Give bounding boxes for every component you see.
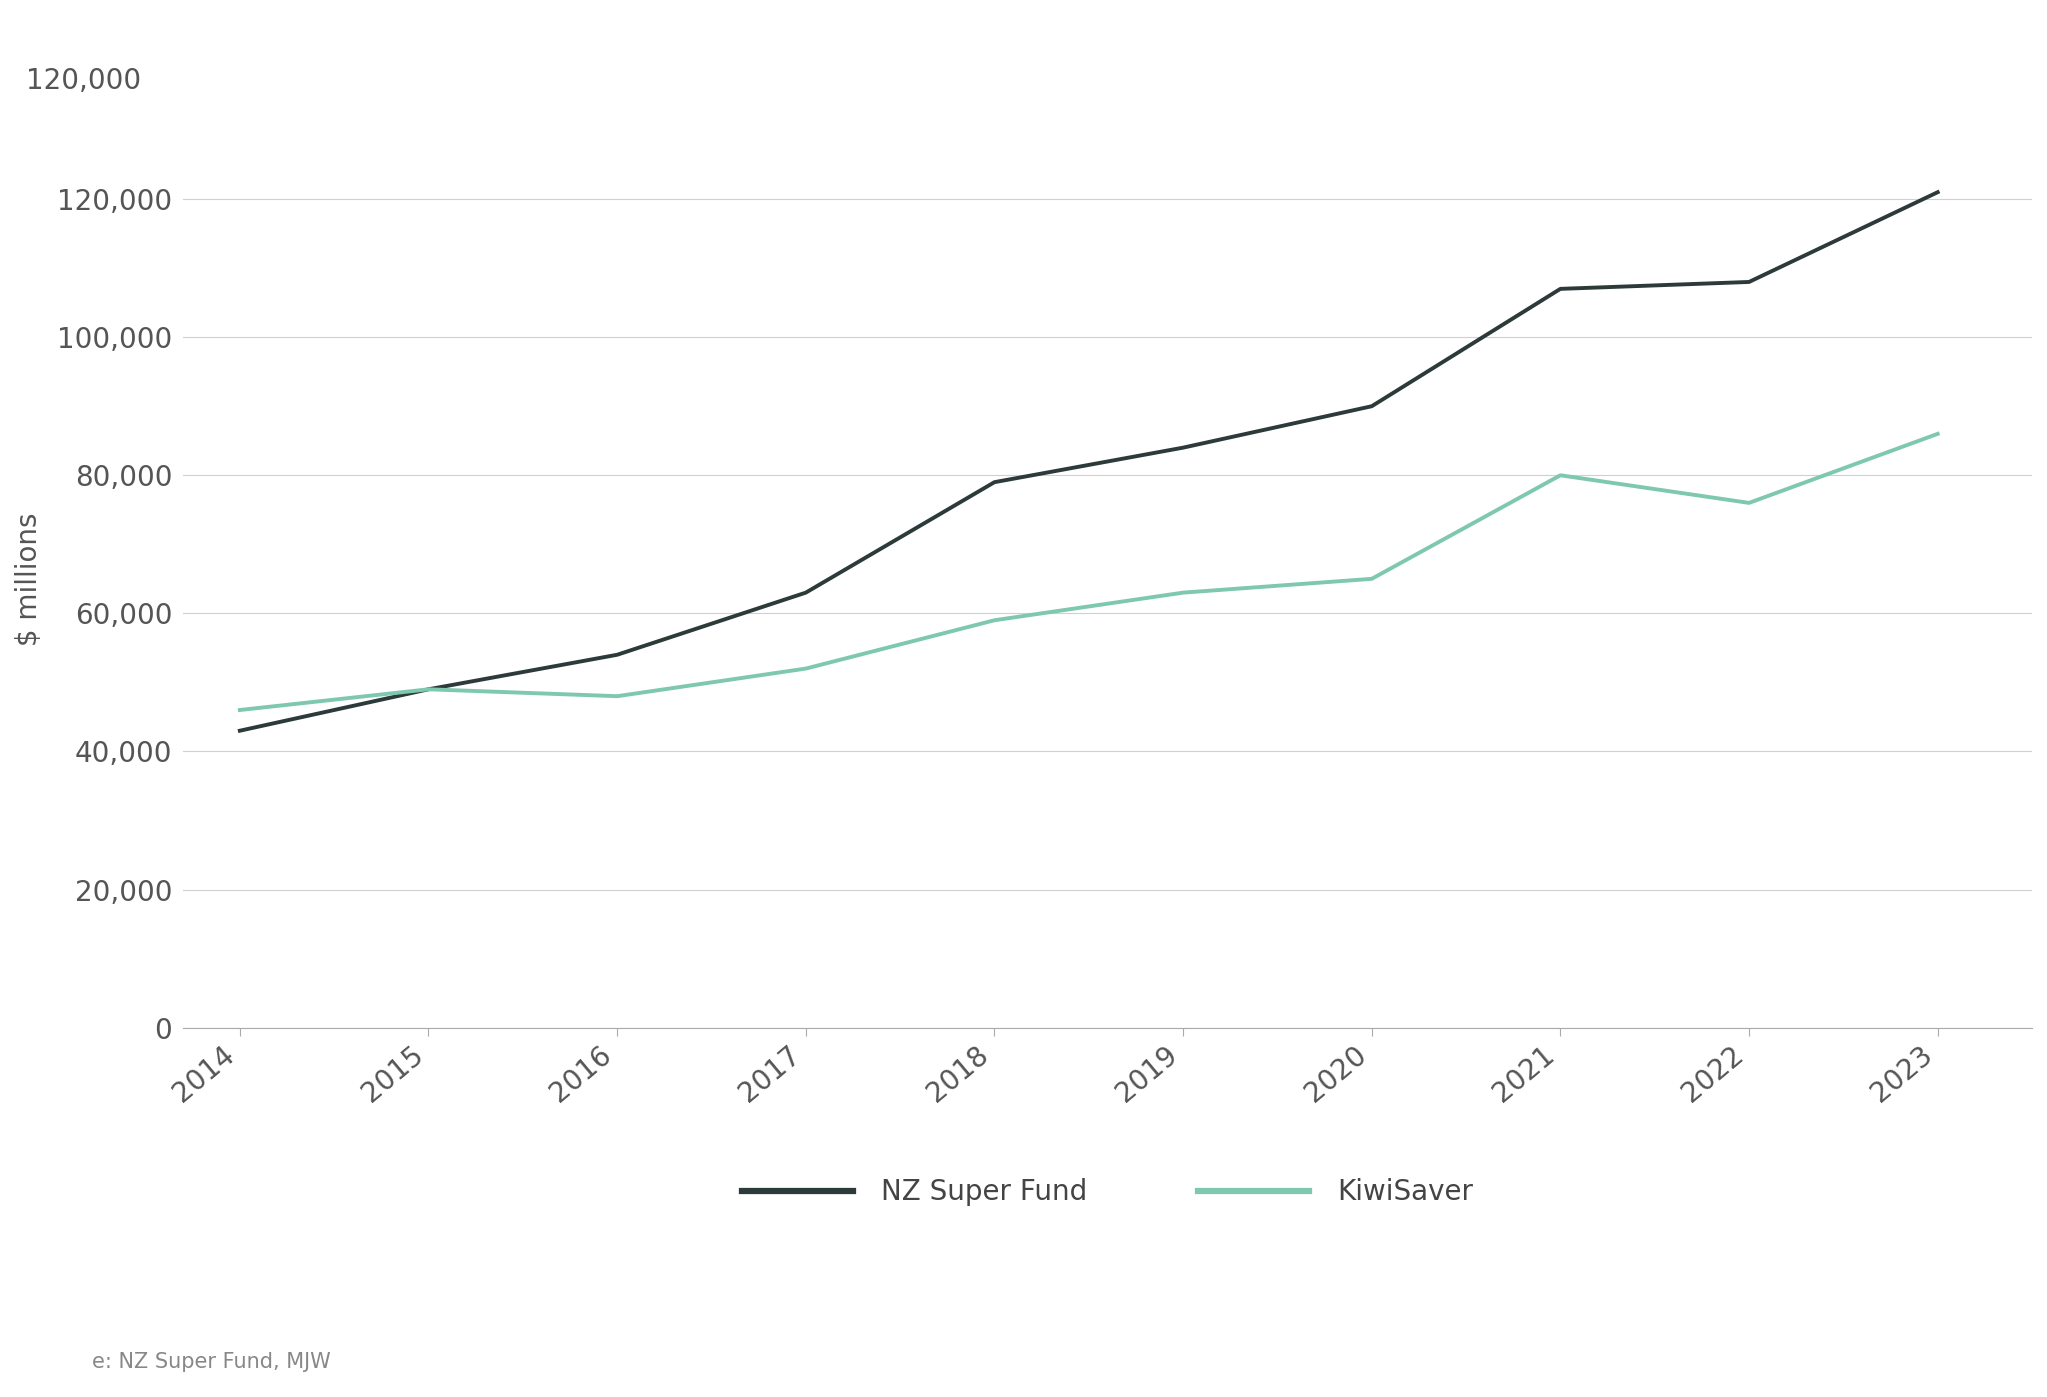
Text: e: NZ Super Fund, MJW: e: NZ Super Fund, MJW [92,1352,332,1372]
Text: 120,000: 120,000 [27,67,141,95]
Y-axis label: $ millions: $ millions [14,513,43,645]
Legend: NZ Super Fund, KiwiSaver: NZ Super Fund, KiwiSaver [731,1166,1484,1217]
